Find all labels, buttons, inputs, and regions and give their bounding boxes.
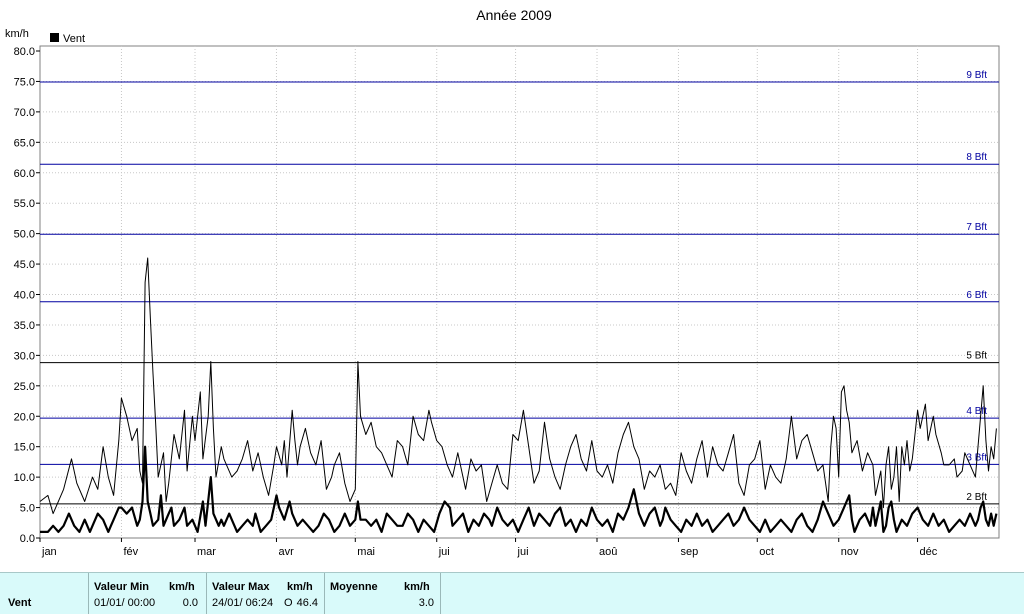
stats-separator xyxy=(206,573,207,614)
max-direction: O xyxy=(284,597,293,609)
stats-separator xyxy=(88,573,89,614)
min-value: 0.0 xyxy=(182,597,198,609)
max-value: 46.4 xyxy=(296,597,318,609)
y-tick-label: 20.0 xyxy=(14,411,35,423)
y-axis-ticks: 0.0 5.0 10.0 15.0 20.0 25.0 30.0 35.0 40.0 45.0 50… xyxy=(14,46,40,545)
y-tick-label: 25.0 xyxy=(14,381,35,393)
beaufort-label: 7 Bft xyxy=(966,222,987,233)
series-line-thick xyxy=(40,445,998,533)
legend: Vent xyxy=(50,33,85,45)
avg-value: 3.0 xyxy=(418,597,434,609)
y-tick-label: 15.0 xyxy=(14,442,35,454)
x-tick-label: jan xyxy=(41,546,57,558)
grid xyxy=(40,46,999,538)
x-tick-label: jui xyxy=(517,546,529,558)
y-tick-label: 55.0 xyxy=(14,198,35,210)
beaufort-label: 6 Bft xyxy=(966,290,987,301)
legend-swatch xyxy=(50,33,59,42)
min-unit: km/h xyxy=(169,581,195,593)
y-tick-label: 70.0 xyxy=(14,107,35,119)
y-tick-label: 40.0 xyxy=(14,290,35,302)
x-tick-label: oct xyxy=(759,546,774,558)
x-tick-label: déc xyxy=(920,546,938,558)
beaufort-label: 2 Bft xyxy=(966,492,987,503)
y-tick-label: 10.0 xyxy=(14,472,35,484)
stats-separator xyxy=(324,573,325,614)
y-tick-label: 60.0 xyxy=(14,168,35,180)
y-tick-label: 30.0 xyxy=(14,350,35,362)
beaufort-label: 8 Bft xyxy=(966,152,987,163)
y-tick-label: 45.0 xyxy=(14,259,35,271)
y-tick-label: 0.0 xyxy=(20,533,35,545)
stats-panel: Vent Valeur Min km/h 01/01/ 00:00 0.0 Va… xyxy=(0,572,1024,614)
avg-header: Moyenne xyxy=(330,581,378,593)
stats-separator xyxy=(440,573,441,614)
y-tick-label: 35.0 xyxy=(14,320,35,332)
max-header: Valeur Max xyxy=(212,581,270,593)
x-tick-label: jui xyxy=(438,546,450,558)
y-tick-label: 75.0 xyxy=(14,76,35,88)
stats-row-label: Vent xyxy=(8,597,32,609)
y-tick-label: 65.0 xyxy=(14,137,35,149)
min-date: 01/01/ 00:00 xyxy=(94,597,156,609)
x-tick-label: mai xyxy=(357,546,375,558)
series-line-thin xyxy=(39,257,997,515)
max-unit: km/h xyxy=(287,581,313,593)
x-tick-label: aoû xyxy=(599,546,617,558)
series-lines xyxy=(39,257,998,533)
chart-title: Année 2009 xyxy=(476,7,552,23)
y-tick-label: 50.0 xyxy=(14,229,35,241)
x-tick-label: avr xyxy=(278,546,294,558)
x-tick-label: mar xyxy=(197,546,216,558)
y-tick-label: 80.0 xyxy=(14,46,35,58)
y-axis-label: km/h xyxy=(5,28,29,40)
beaufort-label: 5 Bft xyxy=(966,351,987,362)
x-tick-label: sep xyxy=(680,546,698,558)
min-header: Valeur Min xyxy=(94,581,150,593)
beaufort-label: 4 Bft xyxy=(966,406,987,417)
legend-label: Vent xyxy=(63,33,85,45)
x-axis-ticks: jan fév mar avr mai jui jui aoû sep oct nov déc xyxy=(39,538,938,558)
x-tick-label: nov xyxy=(841,546,859,558)
x-tick-label: fév xyxy=(123,546,138,558)
beaufort-label: 9 Bft xyxy=(966,70,987,81)
y-tick-label: 5.0 xyxy=(20,503,35,515)
max-date: 24/01/ 06:24 xyxy=(212,597,274,609)
avg-unit: km/h xyxy=(404,581,430,593)
